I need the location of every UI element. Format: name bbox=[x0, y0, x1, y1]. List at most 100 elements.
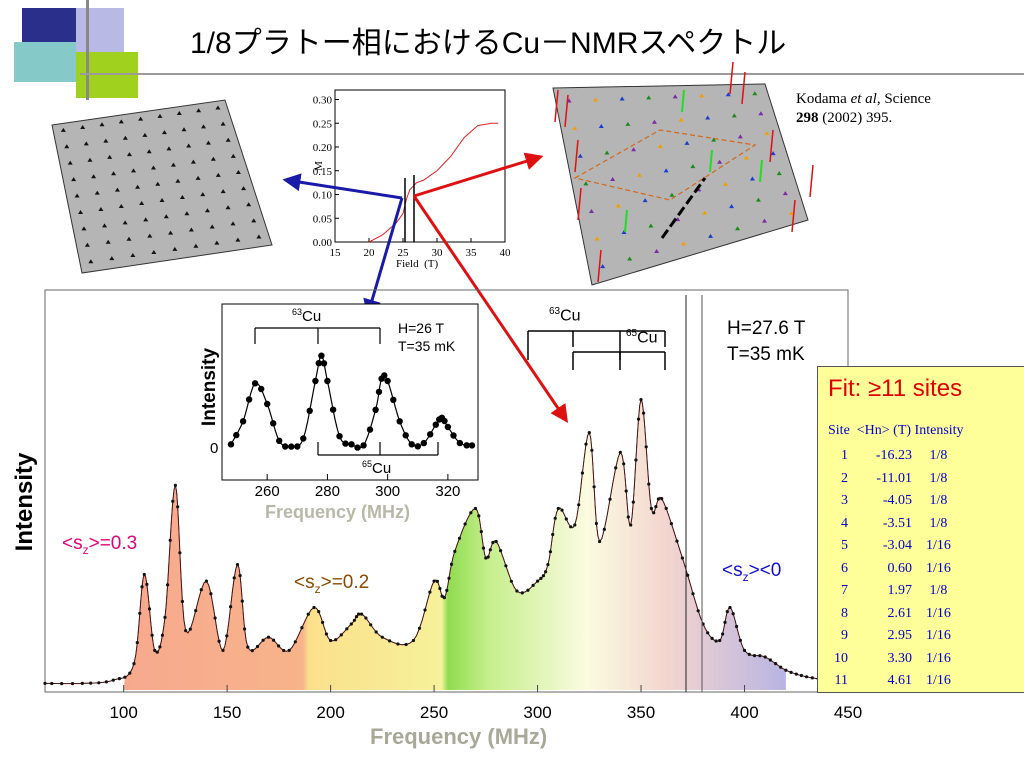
main-data-point bbox=[784, 668, 788, 672]
main-data-point bbox=[235, 563, 240, 567]
main-data-point bbox=[486, 555, 490, 559]
inset-data-point bbox=[396, 418, 403, 425]
lattice-spin bbox=[87, 157, 93, 162]
lattice-spin bbox=[230, 221, 236, 226]
main-data-point bbox=[706, 631, 710, 635]
fit-intensity: 1/8 bbox=[929, 493, 948, 509]
main-data-point bbox=[153, 648, 157, 653]
lattice-spin bbox=[657, 144, 663, 149]
main-data-point bbox=[229, 605, 233, 609]
lattice-spin bbox=[235, 169, 241, 174]
main-data-point bbox=[217, 639, 221, 643]
lattice-ordered bbox=[552, 61, 814, 286]
main-data-point bbox=[209, 592, 213, 596]
fit-intensity: 1/16 bbox=[926, 628, 951, 644]
inset-data-point bbox=[282, 443, 289, 450]
lattice-spin bbox=[98, 206, 104, 211]
lattice-spin bbox=[646, 95, 652, 100]
lattice-spin bbox=[770, 151, 776, 156]
main-data-point bbox=[324, 632, 328, 636]
lattice-spin bbox=[235, 237, 241, 242]
main-data-point bbox=[580, 471, 585, 475]
main-data-point bbox=[779, 665, 783, 669]
fit-field: -11.01 bbox=[876, 470, 912, 486]
reference-citation: Kodama et al, Science 298 (2002) 395. bbox=[796, 91, 931, 126]
main-data-point bbox=[123, 675, 127, 679]
lattice-spin bbox=[737, 134, 743, 139]
lattice-spin bbox=[214, 240, 220, 245]
main-data-point bbox=[592, 485, 596, 489]
inset-data-point bbox=[300, 435, 307, 442]
fit-field: 0.60 bbox=[887, 560, 913, 576]
lattice-spin bbox=[163, 214, 169, 219]
main-data-point bbox=[97, 681, 101, 685]
lattice-spin bbox=[135, 184, 141, 189]
lattice-spin bbox=[60, 127, 66, 132]
main-data-point bbox=[647, 482, 651, 486]
inset-data-point bbox=[366, 426, 374, 433]
fit-site: 8 bbox=[841, 605, 848, 621]
main-data-point bbox=[763, 655, 767, 659]
main-data-point bbox=[768, 658, 773, 662]
inset-plot: 260 280 300 320 bbox=[221, 303, 479, 500]
mag-x-tick: 15 bbox=[330, 247, 342, 259]
main-data-point bbox=[255, 644, 260, 649]
main-data-point bbox=[449, 562, 454, 566]
lattice-spin bbox=[583, 181, 589, 186]
inset-data-point bbox=[463, 442, 470, 449]
main-data-point bbox=[481, 546, 486, 550]
lattice-spin bbox=[105, 239, 111, 244]
lattice-spin bbox=[788, 211, 794, 216]
main-xlabel: Frequency (MHz) bbox=[370, 724, 548, 749]
main-data-point bbox=[447, 576, 451, 580]
main-data-point bbox=[194, 609, 198, 613]
inset-data-point bbox=[402, 432, 409, 439]
spin-arrow-red bbox=[809, 164, 814, 198]
lattice-spin bbox=[109, 256, 115, 261]
main-data-point bbox=[277, 644, 281, 648]
main-data-point bbox=[742, 648, 747, 653]
lattice-spin bbox=[654, 248, 660, 253]
inset-x-tick: 280 bbox=[315, 483, 340, 500]
lattice-spin bbox=[731, 113, 737, 118]
main-data-point bbox=[494, 539, 498, 544]
fit-intensity: 1/16 bbox=[926, 605, 951, 621]
main-data-point bbox=[723, 620, 727, 625]
fit-site: 7 bbox=[841, 583, 848, 599]
main-data-point bbox=[43, 681, 47, 686]
main-data-point bbox=[221, 648, 225, 653]
lattice-spin bbox=[201, 124, 207, 129]
lattice-spin bbox=[142, 132, 148, 137]
lattice-spin bbox=[166, 146, 172, 151]
lattice-spin bbox=[210, 156, 216, 161]
main-data-point bbox=[594, 521, 599, 526]
main-data-point bbox=[250, 649, 254, 653]
inset-data-point bbox=[390, 396, 397, 403]
lattice-spin bbox=[672, 94, 678, 99]
main-data-point bbox=[614, 466, 618, 470]
main-data-point bbox=[551, 532, 555, 537]
main-data-point bbox=[469, 511, 473, 515]
main-data-point bbox=[789, 670, 793, 675]
title-underline bbox=[80, 73, 1024, 75]
main-data-point bbox=[810, 676, 814, 680]
blue-arrow-down bbox=[363, 197, 404, 318]
fit-field: -3.04 bbox=[882, 538, 912, 554]
lattice-spin bbox=[577, 153, 583, 158]
lattice-spin bbox=[669, 192, 675, 197]
main-data-point bbox=[317, 610, 321, 614]
lattice-spin bbox=[702, 210, 708, 215]
main-data-point bbox=[499, 549, 503, 553]
main-data-point bbox=[435, 579, 439, 584]
main-data-point bbox=[204, 579, 208, 583]
main-data-point bbox=[428, 590, 432, 594]
fit-field: 3.30 bbox=[887, 650, 913, 666]
main-data-point bbox=[509, 579, 513, 583]
fit-site: 9 bbox=[841, 628, 848, 644]
main-data-point bbox=[163, 615, 167, 620]
lattice-spin bbox=[67, 160, 73, 165]
fit-row: 7 1.97 1/8 bbox=[824, 580, 953, 603]
main-data-point bbox=[213, 616, 217, 620]
mag-x-tick: 20 bbox=[364, 247, 376, 259]
inset-data-point bbox=[264, 400, 271, 408]
